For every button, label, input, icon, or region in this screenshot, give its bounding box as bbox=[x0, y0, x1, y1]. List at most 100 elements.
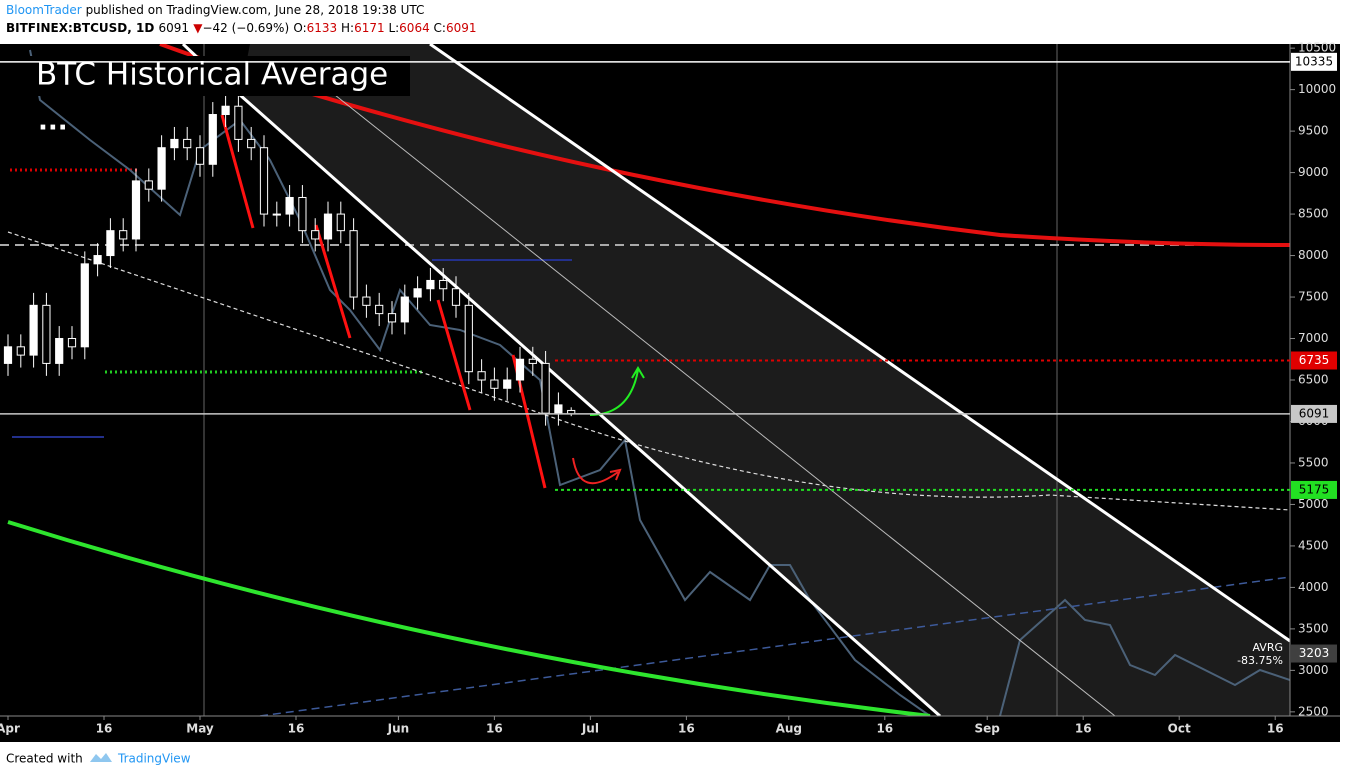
candle-body bbox=[221, 105, 230, 116]
symbol-line: BITFINEX:BTCUSD, 1D 6091 ▼−42 (−0.69%) O… bbox=[6, 21, 477, 35]
price-tag bbox=[1291, 404, 1337, 423]
x-tick-label: Oct bbox=[1168, 722, 1191, 736]
y-tick-label: 10500 bbox=[1298, 41, 1336, 55]
price-tag-label: 5175 bbox=[1299, 482, 1330, 496]
candle-body bbox=[170, 138, 179, 149]
candle-body bbox=[477, 371, 486, 381]
o-label: O: bbox=[293, 21, 307, 35]
candle-body bbox=[554, 404, 563, 414]
y-tick-label: 4500 bbox=[1298, 538, 1329, 552]
candle-body bbox=[503, 379, 512, 389]
candle-body bbox=[426, 279, 435, 290]
channel-midline bbox=[334, 94, 1116, 716]
candle-body bbox=[16, 346, 25, 356]
candle-body bbox=[234, 105, 243, 140]
candle-body bbox=[311, 230, 320, 240]
channel-line bbox=[239, 93, 941, 716]
price-tag-label: 3203 bbox=[1299, 646, 1330, 660]
candle-body bbox=[93, 255, 102, 265]
last: 6091 bbox=[158, 21, 190, 35]
change: −42 (−0.69%) bbox=[202, 21, 290, 35]
y-tick-label: 3500 bbox=[1298, 621, 1329, 635]
candle-body bbox=[349, 230, 358, 298]
candle-body bbox=[451, 288, 461, 306]
candle-body bbox=[323, 213, 333, 240]
title-box bbox=[12, 56, 410, 96]
y-tick-label: 5500 bbox=[1298, 455, 1329, 469]
candle-body bbox=[413, 288, 422, 298]
y-tick-label: 7500 bbox=[1298, 290, 1329, 304]
green-curve bbox=[7, 520, 931, 716]
candle-body bbox=[515, 358, 525, 381]
candle-body bbox=[42, 304, 51, 364]
price-tag-label: 6091 bbox=[1299, 406, 1330, 420]
candle-body bbox=[131, 180, 141, 240]
drop-line bbox=[436, 299, 472, 411]
publish-line: BloomTrader published on TradingView.com… bbox=[6, 3, 424, 17]
x-tick-label: 16 bbox=[1075, 722, 1092, 736]
candle-body bbox=[3, 346, 13, 364]
x-tick-label: Jul bbox=[581, 722, 599, 736]
drop-line bbox=[220, 114, 255, 229]
candle-body bbox=[119, 230, 128, 240]
dashed-curve bbox=[7, 231, 1290, 511]
footer-bg bbox=[0, 742, 1348, 776]
candle-body bbox=[29, 304, 38, 356]
x-tick-label: 16 bbox=[288, 722, 305, 736]
candle-body bbox=[336, 213, 345, 232]
candle-body bbox=[528, 358, 537, 364]
footer-text: Created with bbox=[6, 752, 83, 766]
y-tick-label: 8500 bbox=[1298, 207, 1329, 221]
channel-line bbox=[429, 44, 1290, 643]
candle-body bbox=[272, 213, 281, 216]
y-tick-label: 6500 bbox=[1298, 373, 1329, 387]
c: 6091 bbox=[445, 21, 477, 35]
y-tick-label: 7000 bbox=[1298, 331, 1329, 345]
candle-body bbox=[490, 379, 499, 389]
price-tag bbox=[1291, 644, 1337, 663]
x-tick-label: 16 bbox=[876, 722, 893, 736]
candle-body bbox=[439, 279, 448, 290]
price-tag-label: 10335 bbox=[1295, 54, 1333, 68]
candle-body bbox=[106, 230, 115, 257]
l: 6064 bbox=[399, 21, 430, 35]
h: 6171 bbox=[354, 21, 385, 35]
price-tag bbox=[1291, 480, 1337, 499]
candle-body bbox=[157, 147, 166, 190]
blue-dashed-trend bbox=[259, 576, 1290, 716]
y-tick-label: 3000 bbox=[1298, 663, 1329, 677]
candle-body bbox=[362, 296, 371, 306]
marks bbox=[3, 93, 576, 426]
drawings bbox=[0, 44, 1290, 716]
subtitle: ... bbox=[38, 107, 68, 137]
price-tag bbox=[1291, 351, 1337, 370]
o: 6133 bbox=[306, 21, 338, 35]
candle-body bbox=[541, 362, 550, 414]
footer-brand[interactable]: TradingView bbox=[117, 752, 191, 766]
h-label: H: bbox=[340, 21, 355, 35]
x-tick-label: Apr bbox=[0, 722, 20, 736]
x-tick-label: 16 bbox=[486, 722, 503, 736]
candle-body bbox=[375, 304, 384, 315]
annotation-text: -83.75% bbox=[1237, 654, 1283, 667]
candle-body bbox=[183, 138, 192, 149]
x-tick-label: Sep bbox=[975, 722, 1001, 736]
candle-body bbox=[464, 304, 473, 373]
y-tick-label: 2500 bbox=[1298, 704, 1329, 718]
candle-body bbox=[195, 147, 205, 165]
author[interactable]: BloomTrader bbox=[6, 3, 82, 17]
y-tick-label: 4000 bbox=[1298, 580, 1329, 594]
x-tick-label: Jun bbox=[387, 722, 410, 736]
red-arrow bbox=[572, 457, 622, 485]
y-tick-label: 5000 bbox=[1298, 497, 1329, 511]
y-tick-label: 8000 bbox=[1298, 248, 1329, 262]
tv-logo bbox=[90, 753, 112, 762]
price-tag bbox=[1291, 52, 1337, 71]
l-label: L: bbox=[388, 21, 400, 35]
candle-body bbox=[285, 196, 294, 215]
x-tick-label: 16 bbox=[1267, 722, 1284, 736]
candle-body bbox=[298, 196, 307, 232]
x-tick-label: Aug bbox=[776, 722, 802, 736]
